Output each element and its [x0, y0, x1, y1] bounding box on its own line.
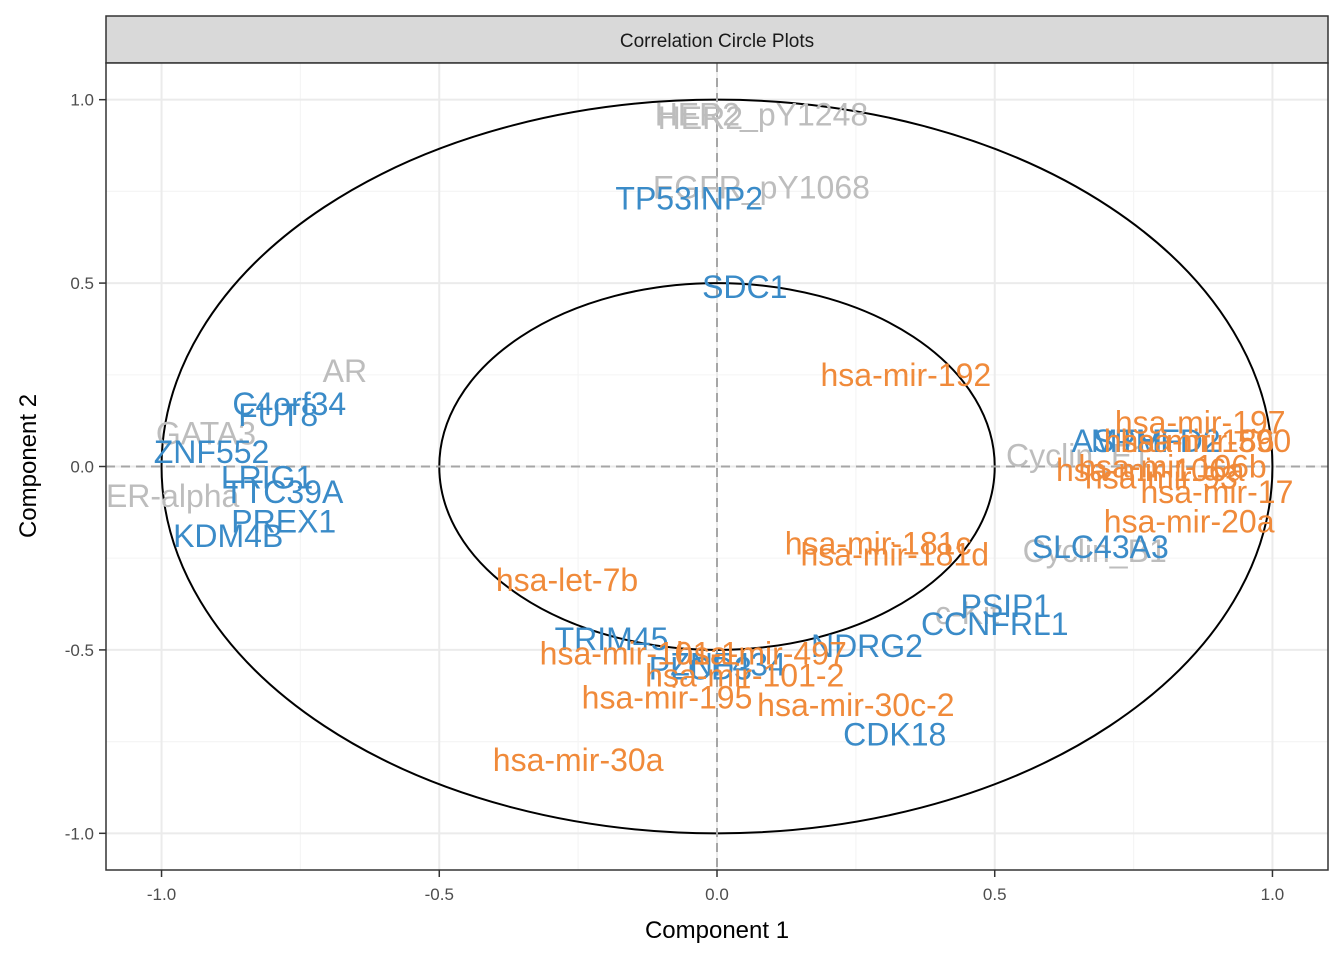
- variable-label-egfr-py1068: EGFR_pY1068: [653, 170, 870, 206]
- variable-label-slc43a3: SLC43A3: [1032, 529, 1169, 565]
- variable-label-hsa-mir-101-2: hsa-mir-101-2: [645, 658, 844, 694]
- variable-label-hsa-mir-30c-2: hsa-mir-30c-2: [757, 687, 954, 723]
- variable-label-c4orf34: C4orf34: [232, 386, 346, 422]
- facet-strip: [105, 15, 1329, 64]
- chart-title: Correlation Circle Plots: [620, 31, 814, 52]
- variable-label-ndrg2: NDRG2: [811, 628, 923, 664]
- variable-label-her2: HER2: [658, 100, 743, 136]
- variable-label-aspm: ASPM: [1072, 423, 1163, 459]
- y-axis-title: Component 2: [15, 394, 42, 538]
- axes: -1.0 -0.5 0.0 0.5 1.0 -1.0 -0.5 0.0 0.5 1.0: [65, 91, 1285, 904]
- variable-label-ar: AR: [323, 353, 367, 389]
- variable-label-cyclin-e1: Cyclin_E1: [1006, 437, 1150, 473]
- variable-label-her2-py1248: HER2_pY1248: [655, 96, 868, 132]
- variable-label-znf552: ZNF552: [154, 434, 270, 470]
- variable-label-trim45: TRIM45: [555, 621, 669, 657]
- variable-label-lrig1: LRIG1: [221, 460, 313, 496]
- variable-label-hsa-mir-106b: hsa-mir-106b: [1078, 449, 1267, 485]
- variable-label-sdc1: SDC1: [702, 269, 787, 305]
- variable-label-hsa-mir-30a: hsa-mir-30a: [493, 742, 664, 778]
- variable-label-tp53inp2: TP53INP2: [615, 181, 763, 217]
- variable-label-cdk18: CDK18: [843, 716, 946, 752]
- x-axis-title: Component 1: [645, 917, 789, 944]
- x-tick-label: -0.5: [425, 885, 454, 904]
- variable-label-ttc39a: TTC39A: [224, 474, 344, 510]
- variable-label-hsa-mir-181c: hsa-mir-181c: [785, 526, 972, 562]
- x-tick-label: 0.0: [705, 885, 729, 904]
- variable-label-hsa-mir-197: hsa-mir-197: [1115, 404, 1286, 440]
- variable-label-hsa-mir-195: hsa-mir-195: [582, 680, 753, 716]
- variable-label-hsa-mir-20a: hsa-mir-20a: [1104, 504, 1275, 540]
- variable-label-cyclin-b1: Cyclin_B1: [1023, 533, 1167, 569]
- variable-label-kdm4b: KDM4B: [173, 518, 283, 554]
- variable-label-hsa-let-7b: hsa-let-7b: [496, 562, 638, 598]
- variable-label-er-alpha: ER-alpha: [106, 478, 240, 514]
- variable-label-hsa-mir-106a: hsa-mir-106a: [1056, 452, 1245, 488]
- y-tick-label: 0.5: [70, 274, 94, 293]
- y-tick-label: 0.0: [70, 458, 94, 477]
- variable-label-prex1: PREX1: [231, 504, 336, 540]
- variable-label-gata3: GATA3: [156, 415, 256, 451]
- variable-label-hsa-mir-93: hsa-mir-93: [1085, 460, 1238, 496]
- y-tick-label: 1.0: [70, 91, 94, 110]
- variable-label-hsa-mir-101-1: hsa-mir-101-1: [540, 636, 739, 672]
- variable-label-hsa-mir-17: hsa-mir-17: [1140, 474, 1293, 510]
- x-tick-label: -1.0: [147, 885, 176, 904]
- x-tick-label: 0.5: [983, 885, 1007, 904]
- variable-label-hsa-mir-590: hsa-mir-590: [1120, 423, 1291, 459]
- variable-label-psip1: PSIP1: [960, 588, 1051, 624]
- variable-label-mthfd2: MTHFD2: [1091, 423, 1221, 459]
- variable-label-plcd3: PLCD3: [649, 650, 752, 686]
- variable-label-ccnfrl1: CCNFRL1: [921, 606, 1069, 642]
- variable-label-hsa-mir-181d: hsa-mir-181d: [800, 537, 989, 573]
- variable-label-hsa-mir-192: hsa-mir-192: [820, 357, 991, 393]
- variable-label-znf434: ZNF434: [670, 647, 786, 683]
- x-tick-label: 1.0: [1261, 885, 1285, 904]
- variable-label-fut8: FUT8: [238, 397, 318, 433]
- reference-lines: [106, 63, 1328, 870]
- y-tick-label: -0.5: [65, 641, 94, 660]
- y-tick-label: -1.0: [65, 824, 94, 843]
- variable-label-hsa-mir-497: hsa-mir-497: [676, 636, 847, 672]
- variable-label-hsa-mir-186: hsa-mir-186: [1104, 423, 1275, 459]
- variable-label-c-kit: c-Kit: [935, 595, 999, 631]
